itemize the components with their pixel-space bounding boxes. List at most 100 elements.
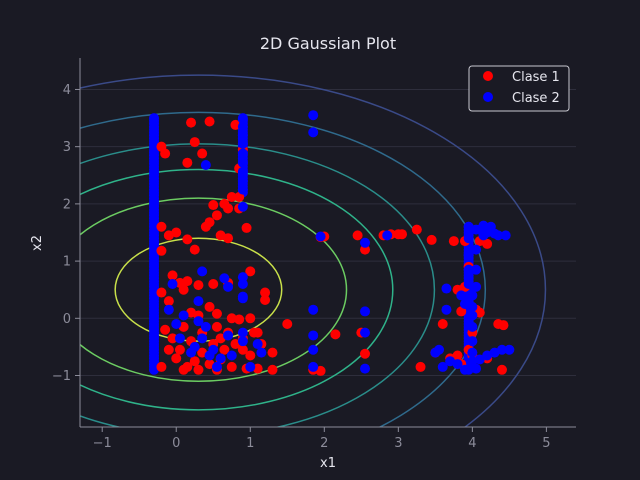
x-tick-label-3: 2: [320, 436, 328, 451]
point-clase-2-68: [467, 336, 478, 347]
x-ticks: −1 0 1 2 3 4 5: [93, 427, 551, 451]
point-clase-2-39: [163, 304, 174, 315]
point-clase-1-22: [156, 221, 167, 232]
point-clase-2-62: [463, 264, 474, 275]
legend-label-clase-1: Clase 1: [512, 70, 560, 85]
point-clase-2-56: [441, 283, 452, 294]
point-clase-2-20: [193, 296, 204, 307]
point-clase-1-55: [245, 350, 256, 361]
point-clase-2-6: [237, 166, 248, 177]
point-clase-2-25: [200, 321, 211, 332]
point-clase-2-57: [456, 290, 467, 301]
point-clase-1-18: [200, 221, 211, 232]
point-clase-1-84: [411, 224, 422, 235]
point-clase-2-18: [219, 273, 230, 284]
contour-level-5: [80, 74, 547, 427]
point-clase-2-67: [467, 321, 478, 332]
y-tick-label-4: 3: [63, 140, 71, 155]
point-clase-1-26: [189, 244, 200, 255]
x-tick-label-1: 0: [172, 436, 180, 451]
point-clase-1-14: [223, 203, 234, 214]
point-clase-2-15: [237, 336, 248, 347]
point-clase-1-5: [189, 137, 200, 148]
point-clase-2-4: [237, 148, 248, 159]
point-clase-1-57: [171, 353, 182, 364]
point-clase-1-76: [360, 244, 371, 255]
point-clase-2-89: [459, 364, 470, 375]
point-clase-1-102: [456, 306, 467, 317]
point-clase-2-33: [245, 361, 256, 372]
point-clase-2-24: [215, 353, 226, 364]
point-clase-1-6: [197, 148, 208, 159]
point-clase-1-75: [352, 230, 363, 241]
point-clase-1-93: [452, 350, 463, 361]
point-clase-1-58: [189, 356, 200, 367]
point-clase-1-2: [186, 117, 197, 128]
x-axis-label: x1: [320, 456, 336, 471]
point-clase-2-51: [382, 230, 393, 241]
point-clase-2-55: [441, 304, 452, 315]
point-clase-2-61: [463, 250, 474, 261]
point-clase-2-38: [226, 350, 237, 361]
point-clase-2-72: [471, 244, 482, 255]
point-clase-1-54: [237, 344, 248, 355]
point-clase-2-47: [360, 237, 371, 248]
point-clase-1-117: [248, 327, 259, 338]
point-clase-1-98: [498, 320, 509, 331]
point-clase-2-19: [223, 281, 234, 292]
point-clase-2-34: [211, 361, 222, 372]
x-tick-label-6: 5: [542, 436, 550, 451]
point-clase-2-42: [315, 231, 326, 242]
y-ticks: −1 0 1 2 3 4: [52, 83, 80, 384]
point-clase-1-83: [397, 229, 408, 240]
point-clase-1-67: [193, 364, 204, 375]
point-clase-1-77: [360, 348, 371, 359]
point-clase-2-35: [189, 341, 200, 352]
point-clase-1-24: [171, 227, 182, 238]
point-clase-1-1: [160, 148, 171, 159]
point-clase-1-35: [245, 266, 256, 277]
contour-level-4: [80, 111, 486, 427]
point-clase-1-28: [167, 270, 178, 281]
point-clase-1-44: [245, 313, 256, 324]
point-clase-1-33: [208, 278, 219, 289]
point-clase-1-10: [226, 192, 237, 203]
point-clase-1-7: [182, 157, 193, 168]
y-tick-label-5: 4: [63, 83, 71, 98]
point-clase-1-52: [219, 344, 230, 355]
point-clase-1-65: [156, 361, 167, 372]
point-clase-2-5: [237, 157, 248, 168]
legend-marker-clase-2: [483, 92, 493, 102]
point-clase-1-21: [241, 222, 252, 233]
point-clase-1-64: [267, 364, 278, 375]
contour-level-1: [80, 197, 348, 382]
point-clase-1-38: [156, 287, 167, 298]
point-clase-1-43: [234, 314, 245, 325]
point-clase-2-73: [471, 264, 482, 275]
y-tick-label-0: −1: [52, 369, 71, 384]
point-clase-2-7: [237, 176, 248, 186]
point-clase-1-3: [204, 116, 215, 127]
point-clase-2-41: [308, 127, 319, 138]
point-clase-2-10: [237, 272, 248, 283]
legend-marker-clase-1: [483, 71, 493, 81]
point-clase-1-36: [260, 287, 271, 298]
point-clase-2-65: [467, 301, 478, 312]
point-clase-1-31: [182, 276, 193, 287]
point-clase-1-110: [211, 321, 222, 332]
point-clase-2-2: [237, 130, 248, 141]
point-clase-2-37: [204, 350, 215, 361]
point-clase-2-46: [308, 361, 319, 372]
point-clase-1-41: [211, 308, 222, 319]
point-clase-2-31: [174, 333, 185, 344]
point-clase-1-56: [163, 344, 174, 355]
contour-level-2: [80, 168, 394, 411]
point-clase-2-36: [223, 330, 234, 341]
y-axis-label: x2: [30, 235, 45, 251]
point-clase-2-66: [467, 310, 478, 321]
point-clase-2-30: [171, 319, 182, 330]
x-tick-label-5: 4: [468, 436, 476, 451]
point-clase-2-64: [467, 290, 478, 301]
point-clase-1-69: [267, 347, 278, 358]
point-clase-1-114: [160, 324, 171, 335]
